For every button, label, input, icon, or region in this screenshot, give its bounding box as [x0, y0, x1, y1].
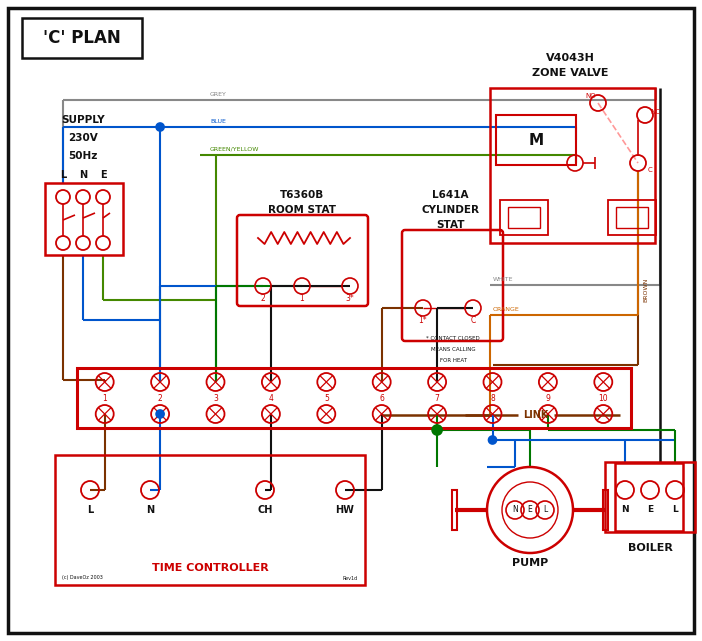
Text: 3: 3 — [213, 394, 218, 403]
Text: 5: 5 — [324, 394, 329, 403]
Text: MEANS CALLING: MEANS CALLING — [431, 347, 475, 351]
Text: STAT: STAT — [436, 220, 464, 230]
Circle shape — [156, 123, 164, 131]
Bar — [45, 183, 123, 255]
Text: SUPPLY: SUPPLY — [61, 115, 105, 125]
Text: V4043H: V4043H — [545, 53, 595, 63]
Bar — [452, 490, 457, 530]
Text: FOR HEAT: FOR HEAT — [439, 358, 467, 363]
Circle shape — [156, 410, 164, 418]
Bar — [615, 463, 683, 531]
Text: 'C' PLAN: 'C' PLAN — [43, 29, 121, 47]
Text: HW: HW — [336, 505, 355, 515]
Text: ORANGE: ORANGE — [493, 306, 519, 312]
Circle shape — [432, 425, 442, 435]
Text: 8: 8 — [490, 394, 495, 403]
Text: C: C — [648, 167, 652, 173]
Text: ZONE VALVE: ZONE VALVE — [531, 68, 608, 78]
Text: 1: 1 — [300, 294, 305, 303]
Text: N: N — [512, 506, 518, 515]
Bar — [608, 200, 656, 235]
Text: T6360B: T6360B — [280, 190, 324, 200]
Text: 9: 9 — [545, 394, 550, 403]
Text: 10: 10 — [599, 394, 608, 403]
Bar — [605, 462, 695, 532]
Text: N: N — [146, 505, 154, 515]
Text: BLUE: BLUE — [210, 119, 226, 124]
Text: TIME CONTROLLER: TIME CONTROLLER — [152, 563, 268, 573]
Bar — [508, 207, 540, 228]
Text: 7: 7 — [435, 394, 439, 403]
Text: 4: 4 — [268, 394, 273, 403]
Text: WHITE: WHITE — [493, 276, 513, 281]
Text: Rev1d: Rev1d — [343, 576, 358, 581]
Text: NO: NO — [585, 93, 596, 99]
Bar — [500, 200, 548, 235]
Text: L: L — [672, 506, 678, 515]
Text: CYLINDER: CYLINDER — [421, 205, 479, 215]
Text: BOILER: BOILER — [628, 543, 673, 553]
Text: 3*: 3* — [345, 294, 355, 303]
Text: N: N — [621, 506, 629, 515]
Text: CH: CH — [258, 505, 272, 515]
Text: L641A: L641A — [432, 190, 468, 200]
Text: GREEN/YELLOW: GREEN/YELLOW — [210, 147, 259, 151]
Bar — [496, 115, 576, 165]
Text: * CONTACT CLOSED: * CONTACT CLOSED — [426, 335, 480, 340]
Bar — [616, 207, 648, 228]
Text: E: E — [100, 170, 106, 180]
Text: 6: 6 — [379, 394, 384, 403]
Text: L: L — [87, 505, 93, 515]
Text: ROOM STAT: ROOM STAT — [268, 205, 336, 215]
Text: GREY: GREY — [210, 92, 227, 97]
Text: C: C — [470, 315, 476, 324]
Text: L: L — [543, 506, 547, 515]
Bar — [55, 455, 365, 585]
Text: E: E — [647, 506, 653, 515]
Text: 50Hz: 50Hz — [68, 151, 98, 161]
Bar — [22, 18, 142, 58]
Text: 1*: 1* — [418, 315, 428, 324]
Text: BROWN: BROWN — [643, 278, 648, 302]
Bar — [490, 88, 655, 243]
Circle shape — [489, 436, 496, 444]
Text: M: M — [529, 133, 543, 147]
Bar — [77, 368, 631, 428]
Text: 2: 2 — [260, 294, 265, 303]
Bar — [603, 490, 608, 530]
Text: 230V: 230V — [68, 133, 98, 143]
Text: (c) DaveOz 2003: (c) DaveOz 2003 — [62, 576, 103, 581]
Text: N: N — [79, 170, 87, 180]
Text: 1: 1 — [102, 394, 107, 403]
Text: NC: NC — [650, 109, 660, 115]
Text: L: L — [60, 170, 66, 180]
Text: PUMP: PUMP — [512, 558, 548, 568]
Text: E: E — [528, 506, 532, 515]
Text: 2: 2 — [158, 394, 162, 403]
Text: LINK: LINK — [523, 410, 549, 420]
